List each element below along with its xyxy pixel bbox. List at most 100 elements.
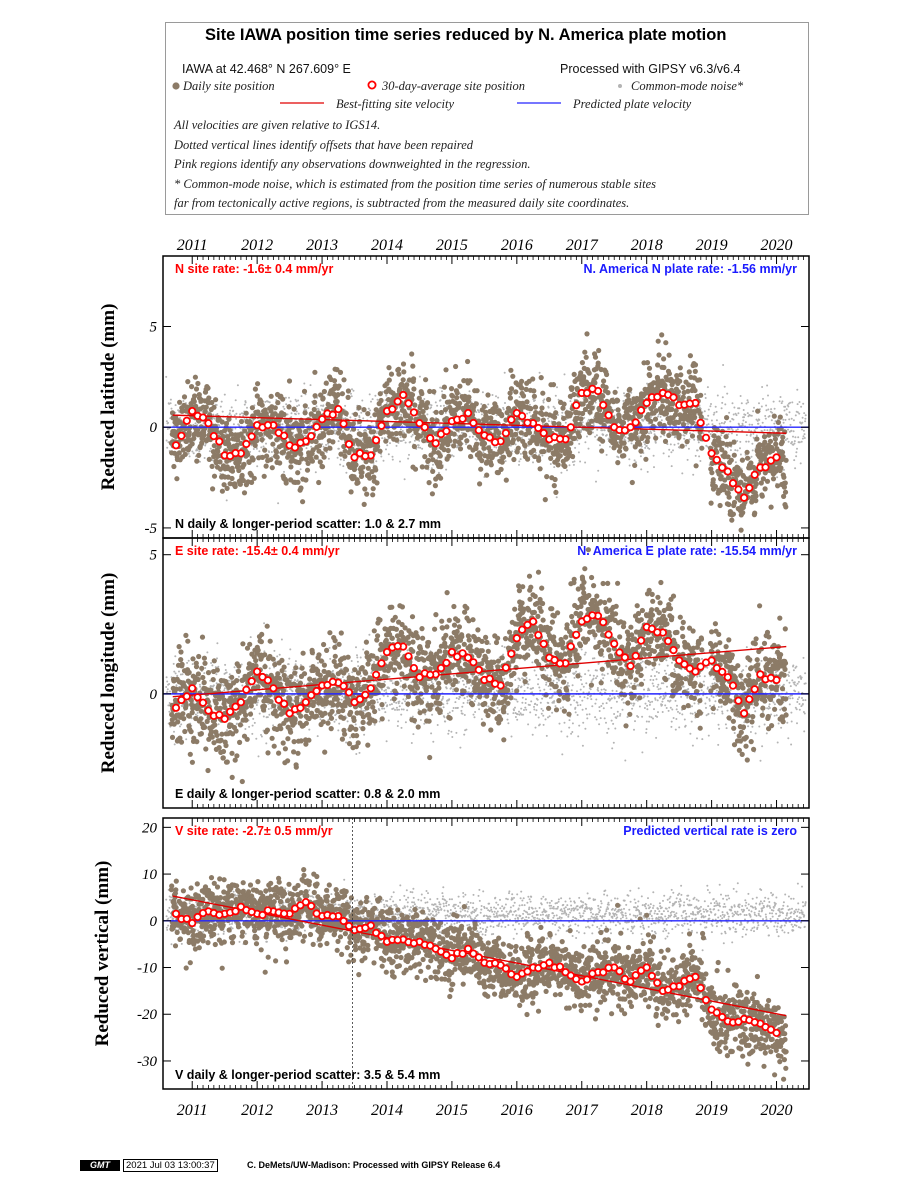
avg-point	[263, 420, 272, 430]
daily-point	[345, 394, 351, 400]
cmn-point	[179, 725, 181, 728]
cmn-point	[235, 412, 238, 415]
avg-point	[734, 485, 743, 494]
daily-point	[422, 454, 428, 460]
daily-point	[454, 390, 460, 396]
daily-point	[615, 407, 621, 413]
cmn-point	[683, 437, 686, 440]
cmn-point	[297, 412, 300, 415]
daily-point	[228, 431, 234, 437]
daily-point	[342, 448, 348, 454]
cmn-point	[317, 408, 320, 411]
cmn-point	[421, 447, 424, 450]
avg-point	[339, 419, 348, 428]
avg-point	[572, 401, 581, 410]
avg-point	[653, 392, 662, 402]
daily-point	[582, 406, 589, 413]
daily-point	[295, 479, 301, 485]
cmn-point	[560, 471, 563, 474]
daily-point	[355, 480, 361, 486]
avg-point	[404, 399, 413, 408]
daily-point	[272, 405, 278, 411]
cmn-point	[554, 394, 557, 397]
cmn-point	[168, 402, 171, 405]
processing-note: Processed with GIPSY v6.3/v6.4	[560, 62, 741, 76]
cmn-point	[734, 461, 737, 464]
daily-point	[510, 373, 516, 379]
cmn-point	[168, 683, 171, 685]
cmn-point	[696, 449, 699, 452]
cmn-point	[215, 673, 218, 676]
cmn-point	[646, 470, 649, 473]
cmn-point	[586, 420, 589, 423]
daily-point	[583, 354, 589, 360]
cmn-point	[349, 416, 352, 419]
daily-point	[398, 416, 404, 422]
cmn-point	[314, 471, 317, 474]
daily-point	[581, 374, 587, 380]
cmn-point	[468, 435, 471, 438]
daily-point	[189, 441, 195, 447]
cmn-point	[538, 453, 541, 456]
cmn-point	[307, 407, 310, 409]
daily-point	[210, 486, 216, 492]
cmn-point	[337, 440, 340, 443]
cmn-point	[475, 411, 478, 414]
daily-point	[370, 429, 377, 435]
daily-point	[317, 459, 323, 465]
daily-point	[669, 406, 675, 412]
daily-point	[709, 470, 715, 476]
daily-point	[412, 402, 418, 408]
daily-point	[580, 410, 586, 417]
cmn-point	[547, 417, 549, 420]
cmn-point	[451, 454, 453, 457]
cmn-point	[221, 410, 224, 413]
daily-point	[699, 445, 705, 451]
cmn-point	[724, 421, 726, 423]
cmn-point	[722, 364, 725, 366]
predicted-legend-line	[517, 102, 561, 104]
cmn-point	[198, 460, 201, 463]
daily-point	[429, 429, 435, 435]
cmn-point	[395, 444, 398, 447]
cmn-point	[735, 434, 738, 436]
avg-point	[566, 423, 575, 432]
cmn-point	[296, 405, 299, 408]
cmn-point	[692, 473, 695, 476]
daily-point	[767, 438, 774, 444]
daily-point	[342, 453, 348, 459]
daily-point	[508, 367, 514, 373]
daily-point	[411, 443, 417, 450]
daily-point	[288, 464, 294, 470]
cmn-point	[706, 386, 709, 389]
avg-point	[517, 411, 527, 421]
daily-point	[621, 440, 627, 446]
cmn-point	[369, 416, 372, 419]
cmn-point	[591, 431, 594, 434]
cmn-point	[173, 743, 176, 746]
cmn-point	[213, 417, 216, 420]
daily-point	[673, 412, 679, 418]
daily-point	[507, 451, 513, 457]
daily-point	[291, 406, 297, 412]
cmn-point	[741, 422, 744, 425]
cmn-point	[745, 402, 748, 405]
cmn-point	[780, 402, 783, 405]
daily-point	[400, 402, 406, 408]
cmn-point	[784, 439, 787, 441]
cmn-point	[369, 409, 372, 412]
daily-point	[481, 403, 487, 410]
daily-point	[217, 459, 223, 465]
cmn-point	[232, 423, 235, 426]
daily-point	[745, 455, 751, 461]
cmn-point	[741, 424, 744, 427]
daily-point	[731, 439, 737, 445]
cmn-point	[509, 444, 512, 447]
cmn-point	[750, 414, 753, 417]
x-tick-label-bottom: 2012	[241, 1102, 273, 1119]
cmn-point	[187, 659, 190, 662]
daily-point	[286, 404, 292, 410]
cmn-point	[376, 398, 379, 401]
avg-point	[209, 431, 218, 441]
daily-point	[578, 370, 584, 376]
